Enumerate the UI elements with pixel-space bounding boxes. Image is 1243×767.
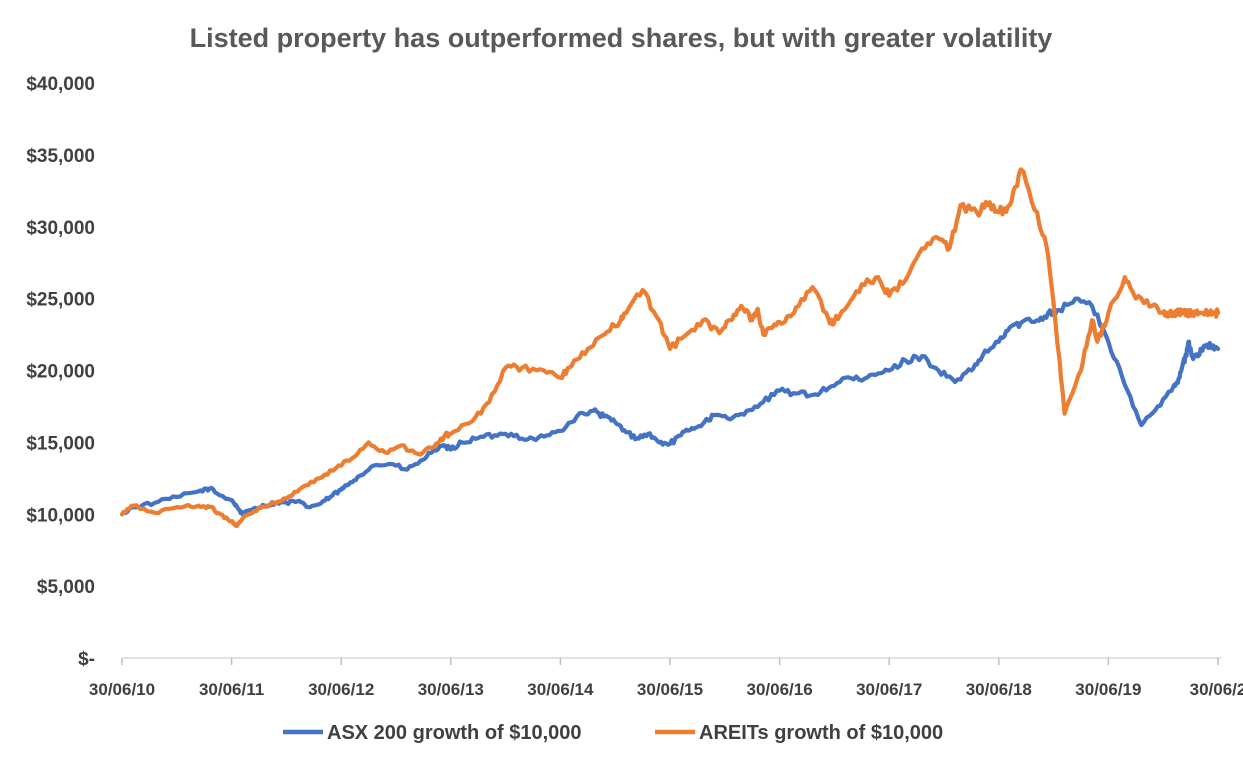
- y-tick-label: $40,000: [26, 74, 95, 95]
- x-tick-label: 30/06/16: [747, 680, 813, 699]
- chart-title: Listed property has outperformed shares,…: [190, 23, 1053, 53]
- y-tick-label: $35,000: [26, 146, 95, 167]
- y-tick-label: $20,000: [26, 362, 95, 383]
- series-line-asx200: [119, 296, 1221, 517]
- legend: ASX 200 growth of $10,000 AREITs growth o…: [283, 722, 943, 744]
- x-tick-label: 30/06/18: [966, 680, 1032, 699]
- x-tick-label: 30/06/17: [856, 680, 922, 699]
- x-tick-label: 30/06/14: [527, 680, 594, 699]
- x-tick-label: 30/06/12: [308, 680, 374, 699]
- x-tick-label: 30/06/11: [199, 680, 264, 699]
- y-tick-label: $10,000: [26, 505, 95, 526]
- series-line-areits: [119, 167, 1221, 529]
- y-tick-label: $-: [78, 649, 95, 670]
- x-tick-label: 30/06/2: [1190, 680, 1243, 699]
- y-tick-label: $25,000: [26, 290, 95, 311]
- legend-label-asx200: ASX 200 growth of $10,000: [327, 722, 582, 744]
- plot-area: $- $5,000 $10,000 $15,000 $20,000 $25,000 $30,…: [26, 74, 1243, 699]
- x-tick-label: 30/06/19: [1075, 680, 1141, 699]
- y-tick-label: $30,000: [26, 218, 95, 239]
- y-tick-label: $15,000: [26, 433, 95, 454]
- x-tick-label: 30/06/15: [637, 680, 703, 699]
- x-tick-label: 30/06/10: [89, 680, 155, 699]
- legend-label-areits: AREITs growth of $10,000: [699, 722, 943, 744]
- x-tick-label: 30/06/13: [418, 680, 484, 699]
- y-tick-label: $5,000: [37, 577, 95, 598]
